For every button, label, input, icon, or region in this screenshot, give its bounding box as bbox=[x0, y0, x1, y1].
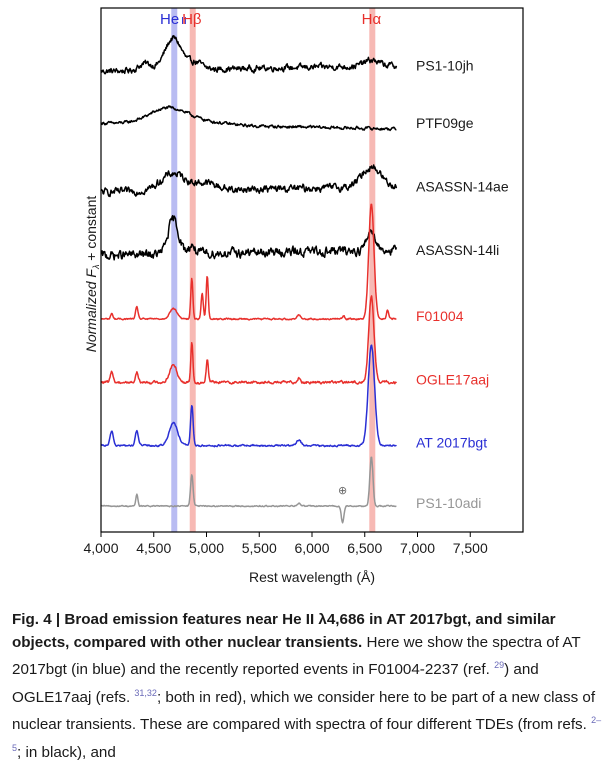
band-hα bbox=[369, 8, 376, 532]
caption-ref-2: 31,32 bbox=[134, 687, 157, 698]
plot-frame bbox=[100, 7, 524, 533]
x-tick-label: 5,500 bbox=[242, 540, 277, 556]
spectrum-ps1-10jh bbox=[100, 35, 398, 75]
band-label-2: Hα bbox=[362, 11, 382, 28]
spectrum-ps1-10adi bbox=[100, 456, 397, 524]
emission-line-bands bbox=[171, 8, 376, 532]
caption-body-3: ; both in red), which we consider here t… bbox=[12, 688, 596, 734]
caption-heading: Fig. 4 | Broad emission features near He… bbox=[12, 611, 556, 651]
series-label-asassn-14li: ASASSN-14li bbox=[416, 242, 499, 258]
caption-body-1: Here we show the spectra of AT 2017bgt (… bbox=[12, 633, 581, 679]
y-axis-label-tail: + constant bbox=[83, 196, 99, 265]
caption-body-2: ) and OGLE17aaj (refs. bbox=[12, 661, 539, 706]
band-hβ bbox=[189, 8, 196, 532]
x-tick-label: 4,500 bbox=[136, 540, 171, 556]
y-axis-label: Normalized Fλ + constant bbox=[83, 196, 101, 353]
y-axis-label-main: Normalized F bbox=[83, 268, 99, 353]
figure-caption: Fig. 4 | Broad emission features near He… bbox=[12, 609, 602, 764]
band-label-1: Hβ bbox=[182, 11, 202, 28]
y-axis-label-sub: λ bbox=[91, 265, 101, 270]
spectrum-at-2017bgt bbox=[100, 344, 397, 448]
series-label-asassn-14ae: ASASSN-14ae bbox=[416, 179, 509, 195]
x-axis: 4,000 4,500 5,000 5,500 6,000 6,500 7,000 7,500 bbox=[83, 532, 488, 556]
caption-body-4: ; in black), and bbox=[17, 743, 116, 761]
series-label-ogle17aaj: OGLE17aaj bbox=[416, 371, 489, 387]
telluric-symbol: ⊕ bbox=[338, 484, 347, 497]
x-tick-label: 7,000 bbox=[400, 540, 435, 556]
spectrum-ogle17aaj bbox=[100, 295, 398, 385]
spectrum-f01004 bbox=[100, 203, 397, 321]
spectrum-asassn-14li bbox=[100, 214, 398, 261]
series-label-ps1-10adi: PS1-10adi bbox=[416, 495, 481, 511]
spectrum-ptf09ge bbox=[100, 105, 397, 132]
spectra-lines bbox=[100, 35, 398, 524]
series-label-ps1-10jh: PS1-10jh bbox=[416, 58, 474, 74]
caption-ref-1: 29 bbox=[494, 660, 505, 670]
x-tick-label: 7,500 bbox=[453, 540, 488, 556]
x-tick-label: 6,000 bbox=[294, 540, 329, 556]
band-label-0: He II bbox=[160, 11, 187, 28]
x-tick-label: 4,000 bbox=[83, 540, 118, 556]
series-label-ptf09ge: PTF09ge bbox=[416, 115, 474, 131]
caption-ref-3: 2–5 bbox=[12, 715, 602, 753]
series-label-at-2017bgt: AT 2017bgt bbox=[416, 435, 487, 451]
x-axis-label: Rest wavelength (Å) bbox=[249, 569, 375, 585]
series-labels: PS1-10jh PTF09ge ASASSN-14ae ASASSN-14li F01… bbox=[416, 58, 509, 512]
x-tick-label: 6,500 bbox=[347, 540, 382, 556]
band-he-ii bbox=[171, 8, 178, 532]
x-tick-label: 5,000 bbox=[189, 540, 224, 556]
series-label-f01004: F01004 bbox=[416, 308, 464, 324]
spectrum-asassn-14ae bbox=[100, 164, 398, 198]
